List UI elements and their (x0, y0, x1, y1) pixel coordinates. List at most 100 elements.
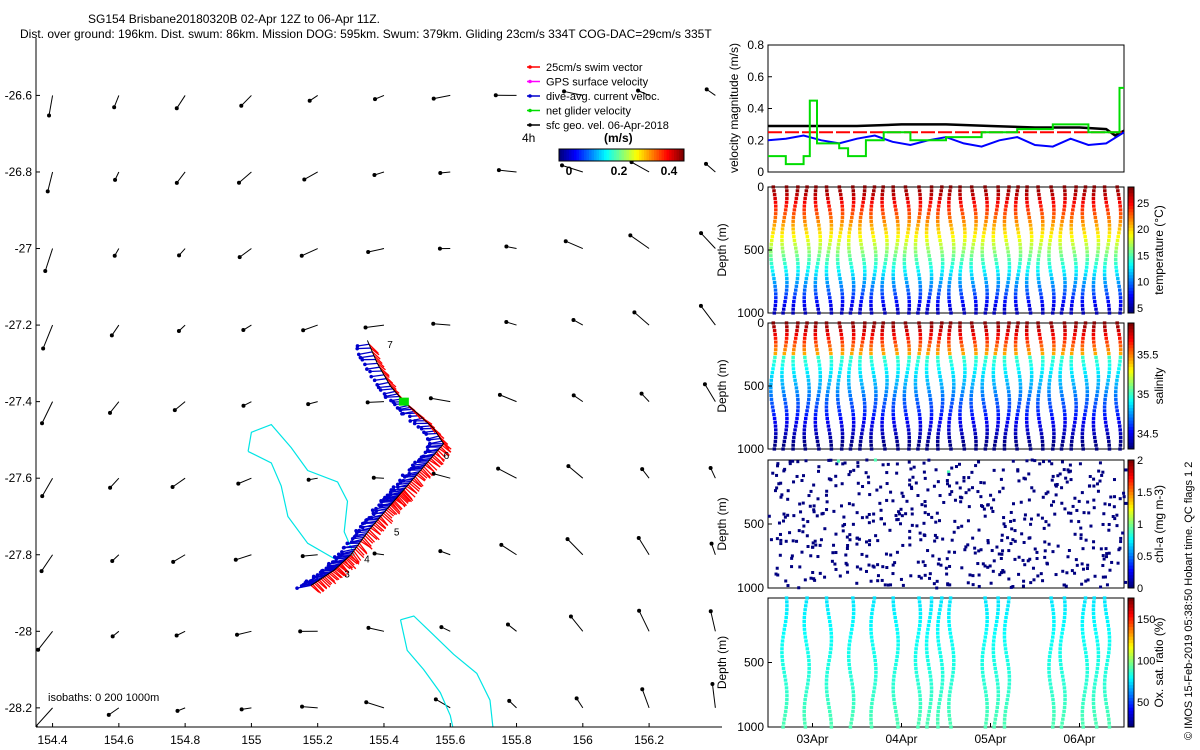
colorbar-cell (674, 149, 677, 161)
profile-point (947, 344, 951, 348)
colorbar-cell (679, 149, 682, 161)
profile-point (840, 424, 844, 428)
profile-y-tick-label: 1000 (737, 581, 764, 595)
profile-colorbar-tick-label: 1 (1137, 519, 1143, 531)
profile-colorbar-label: salinity (1152, 368, 1166, 405)
profile-point (991, 371, 996, 375)
profile-point (947, 348, 952, 352)
profile-point (1011, 585, 1015, 589)
profile-point (1083, 690, 1087, 694)
profile-point (980, 382, 984, 386)
profile-point (1061, 351, 1065, 356)
profile-point (1103, 690, 1107, 694)
profile-point (972, 200, 976, 204)
profile-point (849, 674, 853, 678)
profile-colorbar-cell (1128, 694, 1134, 699)
profile-point (816, 307, 820, 311)
profile-point (803, 447, 808, 451)
profile-point (864, 471, 868, 475)
profile-point (936, 208, 940, 212)
profile-point (793, 428, 797, 432)
profile-point (802, 701, 807, 706)
profile-point (1092, 477, 1096, 481)
profile-point (951, 235, 955, 239)
profile-colorbar-cell (1128, 433, 1134, 437)
profile-point (1013, 208, 1018, 212)
profile-point (1018, 257, 1023, 262)
dac-vector-head (354, 529, 358, 533)
profile-point (962, 479, 966, 483)
profile-point (1050, 363, 1054, 367)
profile-point (828, 374, 833, 379)
profile-colorbar-tick-label: 35.5 (1137, 350, 1158, 362)
profile-colorbar-cell (1128, 351, 1134, 355)
profile-point (867, 512, 871, 516)
profile-point (960, 435, 965, 440)
profile-point (1092, 277, 1096, 281)
profile-point (947, 332, 951, 337)
swim-vector (370, 347, 380, 356)
profile-point (994, 674, 999, 678)
swim-vector (373, 524, 383, 532)
profile-point (1105, 204, 1109, 208)
profile-point (1007, 670, 1011, 674)
map-x-tick-label: 155.6 (435, 733, 465, 747)
profile-point (781, 635, 785, 639)
profile-point (803, 329, 808, 333)
profile-point (1013, 292, 1018, 296)
profile-point (996, 612, 1000, 616)
profile-point (1006, 277, 1011, 281)
colorbar-title: (m/s) (604, 131, 633, 145)
profile-point (869, 355, 873, 359)
profile-point (1016, 273, 1020, 277)
profile-point (895, 471, 899, 475)
profile-point (917, 627, 921, 631)
profile-point (924, 231, 929, 235)
profile-point (1063, 200, 1067, 204)
legend-swatch-head (528, 108, 532, 113)
profile-point (936, 435, 940, 440)
profile-point (1026, 261, 1031, 265)
profile-point (935, 536, 939, 540)
profile-point (782, 393, 786, 398)
profile-point (1023, 563, 1027, 567)
profile-point (803, 631, 807, 635)
profile-point (985, 208, 989, 212)
profile-point (926, 662, 931, 667)
profile-point (900, 491, 904, 495)
profile-point (835, 250, 840, 254)
profile-point (992, 662, 997, 667)
profile-colorbar-cell (1128, 370, 1134, 374)
profile-point (808, 504, 812, 508)
geo-vector-head (237, 255, 242, 260)
profile-point (1118, 219, 1123, 223)
profile-point (949, 227, 954, 231)
profile-point (781, 386, 785, 390)
profile-point (894, 432, 898, 436)
profile-point (774, 428, 778, 432)
profile-point (981, 374, 985, 379)
profile-point (1062, 619, 1066, 624)
profile-point (858, 351, 863, 356)
profile-point (793, 292, 797, 296)
profile-point (780, 371, 784, 375)
profile-point (860, 344, 864, 348)
profile-point (1058, 231, 1063, 235)
profile-point (814, 428, 818, 432)
swim-vector (420, 469, 431, 479)
profile-point (891, 273, 895, 277)
profile-colorbar-cell (1128, 382, 1134, 387)
profile-point (1103, 416, 1107, 421)
profile-point (869, 717, 873, 721)
profile-point (1059, 227, 1063, 231)
profile-point (995, 269, 1000, 273)
profile-point (1091, 332, 1096, 337)
profile-point (1083, 596, 1088, 600)
profile-point (896, 371, 900, 375)
profile-point (918, 615, 923, 620)
profile-point (969, 401, 973, 405)
colorbar-cell (611, 149, 615, 161)
profile-point (953, 498, 957, 502)
legend-swatch-head (528, 123, 532, 127)
profile-point (1055, 483, 1059, 487)
